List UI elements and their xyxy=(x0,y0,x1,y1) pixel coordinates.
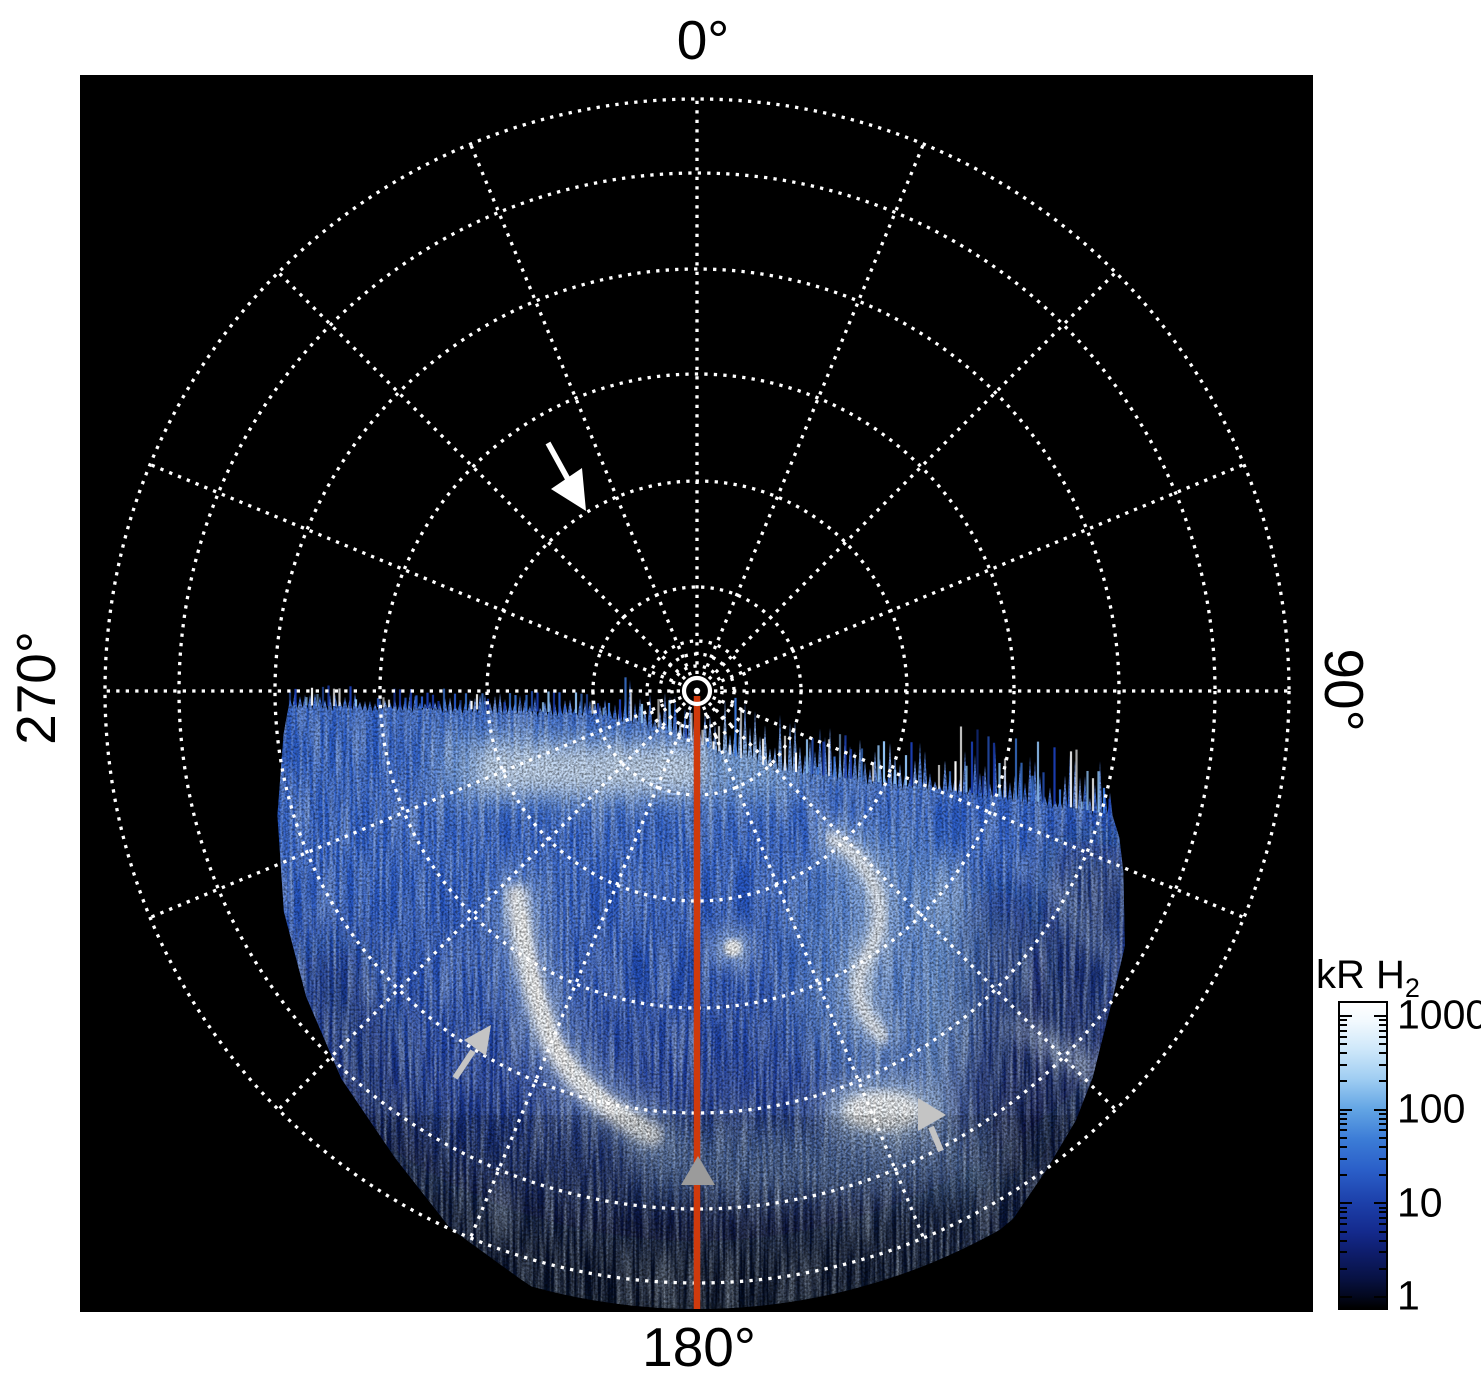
colorbar-tickmark xyxy=(1379,1035,1386,1038)
polar-plot-canvas xyxy=(103,97,1291,1309)
colorbar-tickmark xyxy=(1379,1157,1386,1160)
colorbar-tickmark xyxy=(1379,1239,1386,1242)
colorbar-tickmark xyxy=(1340,1202,1352,1205)
angle-label-180: 180° xyxy=(642,1316,756,1378)
colorbar-tick-10: 10 xyxy=(1397,1179,1443,1226)
colorbar-tickmark xyxy=(1340,1223,1347,1226)
colorbar-tickmark xyxy=(1379,1251,1386,1254)
colorbar-tickmark xyxy=(1340,1129,1347,1132)
colorbar-tickmark xyxy=(1379,1267,1386,1270)
colorbar-tickmark xyxy=(1374,1202,1386,1205)
colorbar-tickmark xyxy=(1340,1043,1347,1046)
grid-layer xyxy=(103,97,1291,1285)
colorbar-tickmark xyxy=(1340,1015,1352,1017)
colorbar-tickmark xyxy=(1340,1206,1347,1209)
colorbar-tickmark xyxy=(1379,1136,1386,1139)
colorbar xyxy=(1338,1001,1388,1310)
colorbar-tickmark xyxy=(1379,1230,1386,1233)
colorbar-tickmark xyxy=(1340,1145,1347,1148)
colorbar-tickmark xyxy=(1379,1129,1386,1132)
colorbar-tickmark xyxy=(1340,1123,1347,1126)
colorbar-tickmark xyxy=(1379,1117,1386,1120)
colorbar-tick-1: 1 xyxy=(1397,1272,1420,1319)
angle-label-270: 270° xyxy=(5,631,67,745)
colorbar-tickmark xyxy=(1374,1108,1386,1111)
colorbar-tickmark xyxy=(1379,1043,1386,1046)
colorbar-tickmark xyxy=(1379,1019,1386,1022)
colorbar-tickmark xyxy=(1340,1035,1347,1038)
colorbar-tickmark xyxy=(1340,1267,1347,1270)
gray-arrowhead-meridian xyxy=(681,1156,715,1185)
colorbar-tickmark xyxy=(1379,1052,1386,1055)
colorbar-tickmark xyxy=(1374,1296,1386,1298)
colorbar-tickmark xyxy=(1340,1024,1347,1027)
colorbar-tickmark xyxy=(1379,1216,1386,1219)
colorbar-tickmark xyxy=(1374,1015,1386,1017)
polar-plot xyxy=(80,75,1313,1312)
gray-arrow-left xyxy=(452,1025,491,1080)
colorbar-tickmark xyxy=(1340,1108,1352,1111)
colorbar-tickmark xyxy=(1340,1112,1347,1115)
colorbar-tickmark xyxy=(1340,1019,1347,1022)
colorbar-tickmark xyxy=(1340,1080,1347,1083)
colorbar-tickmark xyxy=(1379,1112,1386,1115)
colorbar-title: kR H2 xyxy=(1316,953,1420,1003)
colorbar-tickmark xyxy=(1379,1174,1386,1177)
colorbar-tick-100: 100 xyxy=(1397,1085,1466,1132)
colorbar-tickmark xyxy=(1340,1296,1352,1298)
white-arrow xyxy=(545,441,586,511)
colorbar-tickmark xyxy=(1340,1230,1347,1233)
colorbar-tickmark xyxy=(1340,1174,1347,1177)
colorbar-tickmark xyxy=(1340,1063,1347,1066)
colorbar-tickmark xyxy=(1379,1123,1386,1126)
colorbar-tickmark xyxy=(1340,1239,1347,1242)
colorbar-tickmark xyxy=(1379,1080,1386,1083)
colorbar-tickmark xyxy=(1340,1216,1347,1219)
colorbar-tickmark xyxy=(1340,1052,1347,1055)
annotation-layer xyxy=(452,441,946,1309)
colorbar-tick-1000: 1000 xyxy=(1397,991,1481,1038)
gray-arrow-right xyxy=(918,1098,946,1153)
colorbar-tickmark xyxy=(1379,1024,1386,1027)
colorbar-tickmark xyxy=(1379,1211,1386,1214)
colorbar-tickmark xyxy=(1340,1117,1347,1120)
colorbar-tickmark xyxy=(1379,1063,1386,1066)
colorbar-tickmark xyxy=(1340,1029,1347,1032)
colorbar-tickmark xyxy=(1379,1029,1386,1032)
colorbar-tickmark xyxy=(1379,1145,1386,1148)
angle-label-90: 90° xyxy=(1313,648,1375,732)
colorbar-tickmark xyxy=(1379,1206,1386,1209)
angle-label-0: 0° xyxy=(676,9,730,71)
colorbar-tickmark xyxy=(1340,1251,1347,1254)
colorbar-tickmark xyxy=(1379,1223,1386,1226)
colorbar-tickmark xyxy=(1340,1157,1347,1160)
colorbar-tickmark xyxy=(1340,1211,1347,1214)
colorbar-tickmark xyxy=(1340,1136,1347,1139)
